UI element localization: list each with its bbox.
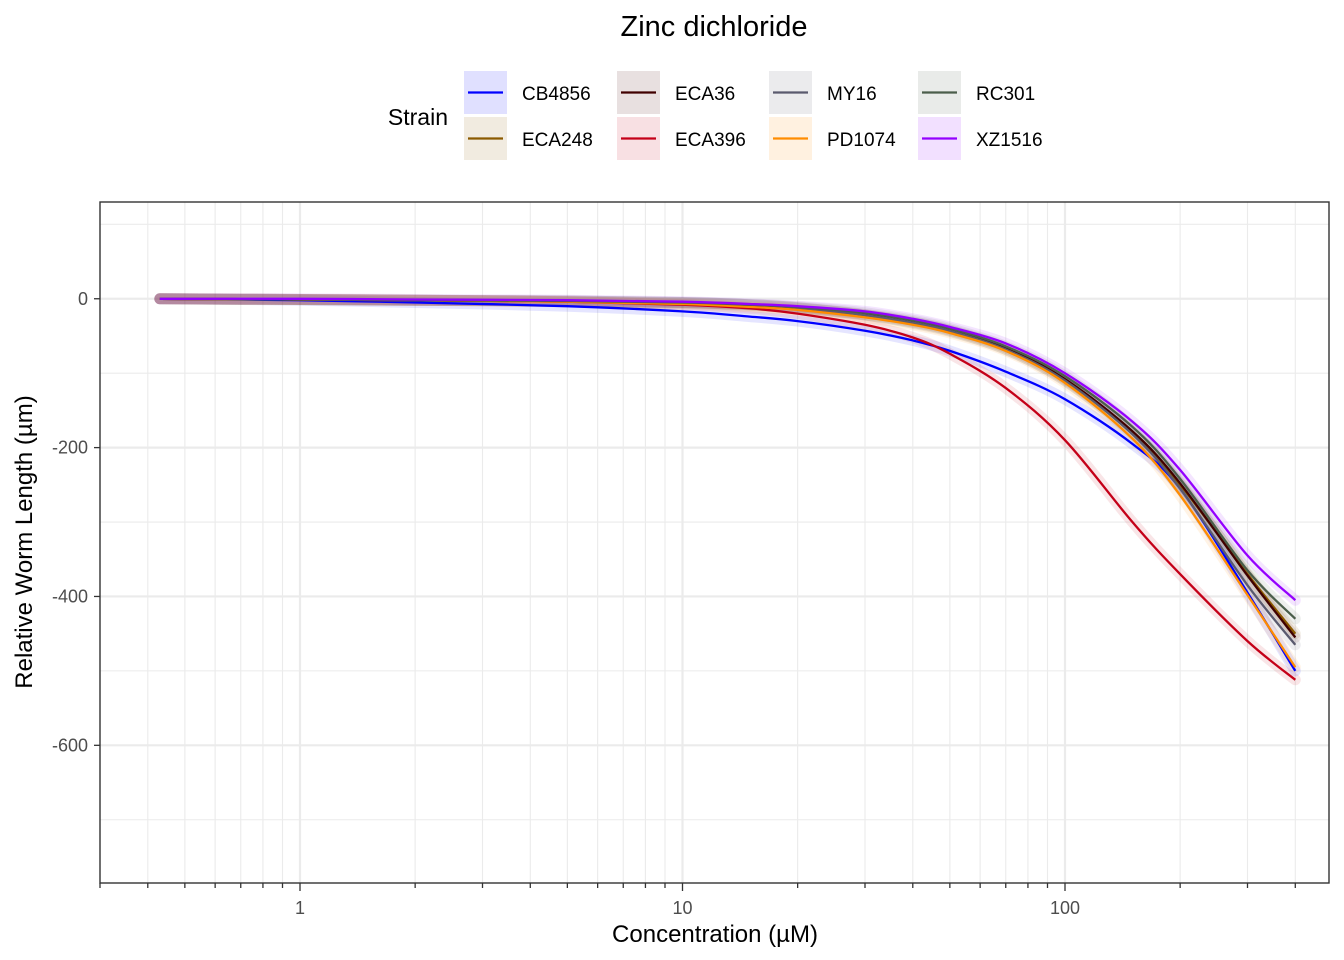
x-axis-title: Concentration (µM) [612, 921, 818, 948]
legend-label: ECA396 [675, 130, 746, 151]
legend-item: XZ1516 [918, 117, 1043, 160]
legend-label: PD1074 [827, 130, 896, 151]
legend-item: CB4856 [464, 71, 591, 114]
plot-background [100, 202, 1329, 883]
y-tick-label: -600 [52, 735, 88, 755]
y-axis-title: Relative Worm Length (µm) [11, 395, 38, 688]
legend-item: RC301 [918, 71, 1035, 114]
legend-item: ECA248 [464, 117, 593, 160]
chart-title: Zinc dichloride [621, 11, 808, 43]
legend: Strain CB4856 ECA248 ECA36 ECA396 MY16 PD1074… [388, 71, 1043, 160]
legend-item: ECA36 [617, 71, 735, 114]
legend-item: MY16 [769, 71, 877, 114]
legend-label: ECA248 [522, 130, 593, 151]
legend-label: XZ1516 [976, 130, 1043, 151]
plot-border [99, 201, 1330, 884]
y-tick-label: -200 [52, 438, 88, 458]
y-axis: 0 -200 -400 -600 [52, 289, 100, 755]
y-tick-label: 0 [78, 289, 88, 309]
legend-label: RC301 [976, 84, 1035, 105]
legend-label: ECA36 [675, 84, 735, 105]
x-tick-label: 10 [672, 898, 692, 918]
plot-area [99, 201, 1330, 884]
legend-label: CB4856 [522, 84, 591, 105]
legend-title: Strain [388, 104, 448, 130]
legend-item: PD1074 [769, 117, 896, 160]
legend-label: MY16 [827, 84, 877, 105]
x-tick-label: 100 [1050, 898, 1080, 918]
series-lines [159, 297, 1297, 681]
y-tick-label: -400 [52, 586, 88, 606]
x-tick-label: 1 [295, 898, 305, 918]
legend-item: ECA396 [617, 117, 746, 160]
series-line [159, 297, 1297, 602]
minor-gridlines [99, 202, 1329, 883]
x-axis: 1 10 100 [99, 883, 1296, 918]
